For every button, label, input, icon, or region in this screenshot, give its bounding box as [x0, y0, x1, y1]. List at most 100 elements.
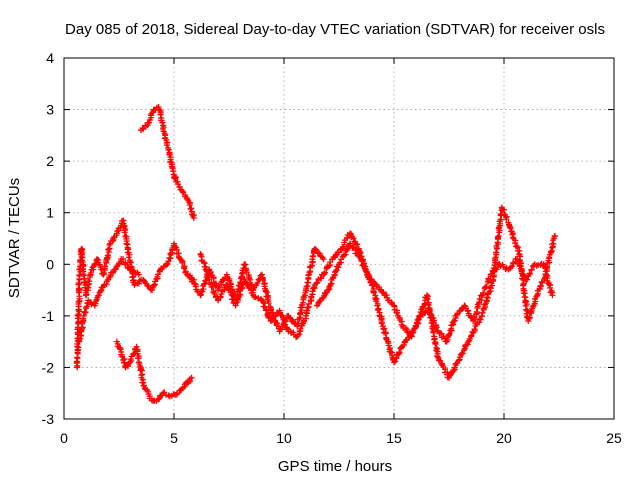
data-point: [75, 280, 82, 287]
y-tick-label: 1: [46, 205, 54, 221]
x-tick-label: 20: [496, 430, 512, 446]
data-point: [451, 317, 458, 324]
y-tick-label: 0: [46, 256, 54, 272]
y-tick-label: -3: [42, 411, 55, 427]
data-point: [123, 240, 130, 247]
data-point: [75, 299, 82, 306]
data-point: [305, 300, 312, 307]
data-point: [157, 111, 164, 118]
data-point: [325, 287, 331, 294]
plot-frame: [63, 57, 615, 420]
data-point: [145, 119, 152, 126]
data-point: [424, 296, 431, 303]
data-point: [432, 341, 439, 348]
data-point: [262, 288, 269, 295]
y-tick-label: 2: [46, 153, 54, 169]
data-point: [361, 265, 368, 272]
data-point: [242, 261, 249, 268]
data-point: [114, 228, 121, 235]
data-point: [179, 259, 186, 266]
data-point: [477, 316, 484, 323]
data-point: [494, 234, 501, 241]
data-point: [427, 314, 434, 321]
data-point: [259, 298, 266, 305]
data-point: [428, 313, 435, 320]
data-point: [127, 356, 134, 363]
data-point: [392, 358, 399, 365]
data-point: [139, 371, 146, 378]
data-point: [77, 335, 84, 342]
data-point: [465, 338, 472, 345]
data-point: [80, 271, 87, 278]
x-tick-label: 10: [276, 430, 292, 446]
data-point: [433, 347, 440, 354]
data-point: [484, 294, 491, 301]
data-point: [380, 289, 387, 296]
data-point: [140, 126, 147, 133]
data-point: [526, 314, 533, 321]
data-point: [527, 308, 534, 315]
data-points: [73, 103, 558, 404]
data-point: [104, 252, 111, 259]
data-point: [297, 325, 304, 332]
data-point: [218, 291, 225, 298]
data-point: [445, 332, 452, 339]
data-point: [327, 281, 334, 288]
data-point: [87, 269, 94, 276]
data-point: [471, 326, 478, 333]
data-point: [305, 304, 312, 311]
data-point: [551, 232, 558, 239]
data-point: [101, 263, 108, 270]
x-axis-label: GPS time / hours: [278, 458, 392, 475]
data-point: [479, 309, 486, 316]
data-point: [459, 350, 466, 357]
data-point: [105, 246, 112, 253]
data-point: [546, 284, 553, 291]
data-point: [106, 241, 113, 248]
y-tick-label: 3: [46, 102, 54, 118]
data-point: [109, 238, 116, 245]
x-tick-label: 15: [386, 430, 402, 446]
data-point: [163, 142, 170, 149]
data-point: [347, 240, 354, 247]
series-segment-h: [314, 204, 558, 381]
data-point: [416, 312, 423, 319]
data-point: [263, 306, 270, 313]
data-point: [95, 292, 102, 299]
data-point: [262, 303, 269, 310]
data-point: [326, 262, 333, 269]
data-point: [86, 278, 93, 285]
data-point: [311, 245, 318, 252]
data-point: [483, 283, 490, 290]
data-point: [468, 332, 475, 339]
data-point: [332, 268, 339, 275]
series-segment-b: [75, 255, 142, 345]
data-point: [455, 357, 462, 364]
data-point: [335, 264, 342, 271]
y-tick-label: 4: [46, 50, 54, 66]
data-point: [135, 271, 142, 278]
x-tick-label: 0: [60, 430, 68, 446]
data-point: [259, 277, 266, 284]
series-segment-d: [113, 338, 195, 404]
data-point: [254, 280, 261, 287]
data-point: [320, 256, 327, 263]
data-point: [309, 253, 316, 260]
y-tick-label: -2: [42, 359, 55, 375]
data-point: [318, 275, 325, 282]
data-point: [512, 240, 519, 247]
series-segment-f: [197, 250, 309, 340]
data-point: [110, 235, 117, 242]
data-point: [519, 275, 526, 282]
data-point: [526, 270, 533, 277]
data-point: [354, 241, 361, 248]
x-tick-label: 25: [606, 430, 622, 446]
data-point: [159, 119, 166, 126]
y-tick-label: -1: [42, 308, 55, 324]
data-point: [549, 292, 556, 299]
data-point: [313, 246, 320, 253]
data-point: [94, 256, 100, 263]
data-point: [378, 320, 385, 327]
data-point: [430, 329, 437, 336]
